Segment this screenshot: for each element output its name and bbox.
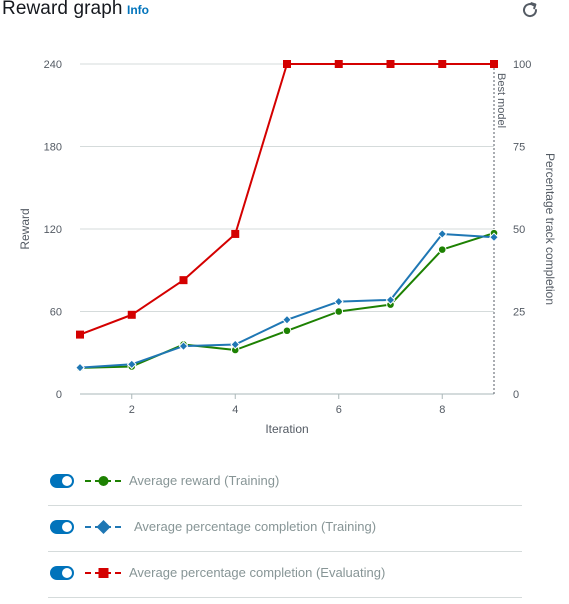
series-2-point-3 — [179, 276, 188, 285]
legend-glyph-completion-training — [85, 520, 122, 534]
y2-tick-label-25: 25 — [513, 307, 525, 319]
series-1-point-9 — [489, 232, 499, 243]
legend-label-completion-evaluating: Average percentage completion (Evaluatin… — [129, 565, 386, 580]
series-line-2 — [79, 63, 494, 336]
legend-glyph-completion-evaluating — [85, 568, 122, 578]
series-0-point-8 — [437, 245, 447, 254]
chart-header: Reward graph Info — [0, 0, 569, 26]
y2-tick-label-75: 75 — [513, 142, 525, 154]
series-1-point-8 — [437, 229, 448, 239]
legend-row-reward-training[interactable]: Average reward (Training) — [48, 460, 522, 506]
x-tick-label-2: 2 — [129, 404, 135, 416]
y2-tick-label-0: 0 — [513, 389, 519, 401]
toggle-completion-training[interactable] — [50, 520, 74, 534]
y-tick-label-240: 240 — [44, 59, 62, 71]
legend-label-completion-training: Average percentage completion (Training) — [134, 519, 377, 534]
series-2-point-6 — [334, 60, 343, 68]
series-2-point-1 — [76, 330, 84, 339]
series-0-point-5 — [282, 326, 292, 336]
series-line-0 — [79, 232, 495, 369]
x-tick-label-4: 4 — [232, 404, 238, 416]
series-1-point-2 — [126, 359, 137, 370]
x-axis-title: Iteration — [265, 422, 308, 436]
series-2-point-2 — [127, 310, 136, 319]
x-tick-label-6: 6 — [336, 404, 342, 416]
series-2-point-5 — [283, 60, 291, 68]
chart-legend: Average reward (Training) Average percen… — [48, 460, 522, 598]
refresh-icon[interactable] — [519, 0, 541, 21]
series-2-point-8 — [438, 60, 447, 68]
series-2-point-4 — [231, 229, 240, 238]
y-axis-title: Reward — [18, 208, 32, 249]
legend-label-reward-training: Average reward (Training) — [129, 473, 280, 488]
y2-axis-title: Percentage track completion — [543, 153, 557, 305]
series-1-point-7 — [385, 295, 396, 305]
chart-title: Reward graph — [2, 0, 123, 19]
toggle-completion-evaluating[interactable] — [50, 566, 74, 580]
series-1-point-5 — [282, 314, 292, 325]
info-link[interactable]: Info — [127, 3, 149, 17]
series-2-point-9 — [490, 60, 498, 68]
reward-chart: 0 60 120 180 240 0 25 50 75 100 2 4 6 8 Iteration Rewar… — [18, 59, 557, 436]
toggle-reward-training[interactable] — [50, 474, 74, 488]
series-1-point-4 — [230, 339, 241, 350]
y-tick-label-60: 60 — [50, 307, 62, 319]
y2-tick-label-100: 100 — [513, 59, 531, 71]
legend-row-completion-training[interactable]: Average percentage completion (Training) — [48, 506, 522, 552]
y2-tick-label-50: 50 — [513, 224, 525, 236]
series-line-1 — [79, 233, 495, 369]
x-tick-label-8: 8 — [439, 404, 445, 416]
y-tick-label-120: 120 — [44, 224, 62, 236]
y-tick-label-180: 180 — [44, 142, 62, 154]
legend-glyph-reward-training — [85, 476, 122, 486]
series-0-point-6 — [334, 307, 344, 316]
series-1-point-3 — [178, 341, 189, 352]
y-tick-label-0: 0 — [56, 389, 62, 401]
series-2-point-7 — [386, 60, 395, 68]
best-model-marker-label: Best model — [495, 73, 507, 128]
legend-row-completion-evaluating[interactable]: Average percentage completion (Evaluatin… — [48, 552, 522, 598]
series-1-point-6 — [333, 296, 344, 307]
series-1-point-1 — [75, 362, 85, 373]
